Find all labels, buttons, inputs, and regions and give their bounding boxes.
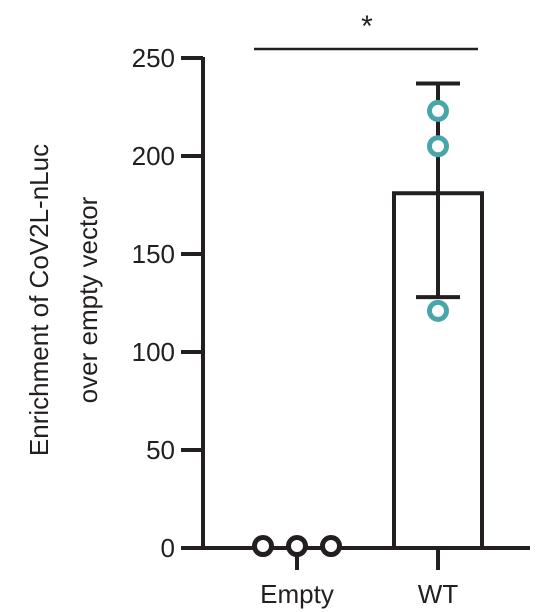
- significance-bracket: *: [254, 10, 478, 51]
- x-tick-label: Empty: [260, 579, 334, 609]
- y-axis-title-line-1: Enrichment of CoV2L-nLuc: [24, 144, 54, 456]
- data-point-empty: [286, 535, 308, 558]
- y-tick-label: 0: [161, 533, 175, 563]
- x-tick-label: WT: [418, 579, 459, 609]
- data-point-empty: [320, 535, 342, 558]
- data-point-wt: [427, 99, 449, 122]
- data-point-wt: [427, 299, 449, 322]
- significance-label: *: [361, 10, 373, 43]
- y-tick-label: 50: [146, 435, 175, 465]
- axes: 0 50 100 150 200 250 Empty WT: [132, 43, 530, 609]
- y-tick-label: 250: [132, 43, 175, 73]
- data-point-empty: [252, 535, 274, 558]
- y-axis-title-line-2: over empty vector: [73, 196, 103, 403]
- y-axis-title: Enrichment of CoV2L-nLuc over empty vect…: [24, 144, 103, 456]
- data-points: [252, 99, 449, 558]
- data-point-wt: [427, 135, 449, 158]
- y-tick-label: 200: [132, 141, 175, 171]
- y-tick-label: 150: [132, 239, 175, 269]
- y-tick-label: 100: [132, 337, 175, 367]
